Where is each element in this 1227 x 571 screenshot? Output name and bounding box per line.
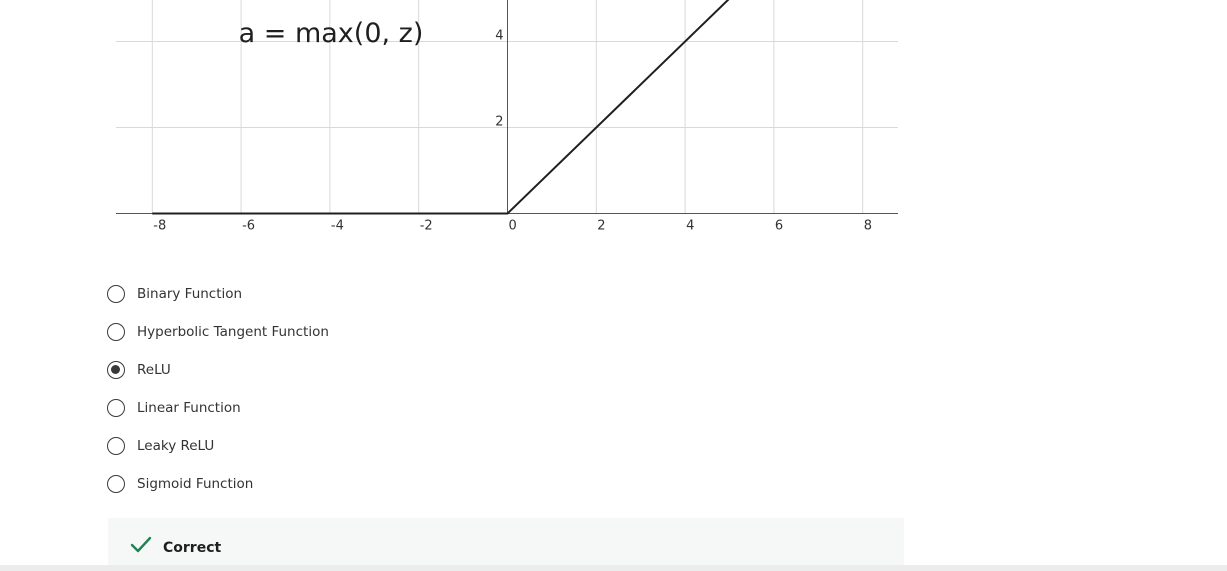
chart-title: a = max(0, z) [239,18,424,49]
relu-line [152,0,730,215]
radio-button[interactable] [107,323,125,341]
radio-button[interactable] [107,361,125,379]
checkmark-icon [130,536,152,553]
x-tick-label: 6 [775,219,783,234]
option-hyperbolic-tangent-function[interactable]: Hyperbolic Tangent Function [107,313,707,351]
option-label: ReLU [137,362,171,378]
option-relu[interactable]: ReLU [107,351,707,389]
bottom-scroll-area [0,565,1227,571]
x-tick-label: -6 [242,219,255,234]
feedback-text: Correct [163,540,222,556]
radio-button[interactable] [107,475,125,493]
option-label: Sigmoid Function [137,476,254,492]
y-tick-label: 2 [495,115,503,130]
option-label: Linear Function [137,400,241,416]
x-tick-label: 2 [597,219,605,234]
x-tick-label: -2 [420,219,433,234]
x-tick-label: 8 [864,219,872,234]
option-leaky-relu[interactable]: Leaky ReLU [107,427,707,465]
relu-chart: -8 -6 -4 -2 0 2 4 6 8 2 4 a = max(0, z) [116,0,898,234]
chart-tick-labels: -8 -6 -4 -2 0 2 4 6 8 2 4 [153,29,872,234]
x-tick-label: 4 [686,219,694,234]
x-tick-label: -4 [331,219,344,234]
option-binary-function[interactable]: Binary Function [107,275,707,313]
feedback-panel: Correct [108,518,904,565]
answer-options: Binary Function Hyperbolic Tangent Funct… [107,275,707,503]
option-label: Leaky ReLU [137,438,215,454]
x-tick-label: 0 [509,219,517,234]
option-linear-function[interactable]: Linear Function [107,389,707,427]
x-tick-label: -8 [153,219,166,234]
option-sigmoid-function[interactable]: Sigmoid Function [107,465,707,503]
option-label: Binary Function [137,286,243,302]
radio-button[interactable] [107,437,125,455]
radio-button[interactable] [107,285,125,303]
radio-button[interactable] [107,399,125,417]
chart-series [152,0,730,215]
chart-axes [116,0,898,214]
option-label: Hyperbolic Tangent Function [137,324,329,340]
y-tick-label: 4 [495,29,503,44]
